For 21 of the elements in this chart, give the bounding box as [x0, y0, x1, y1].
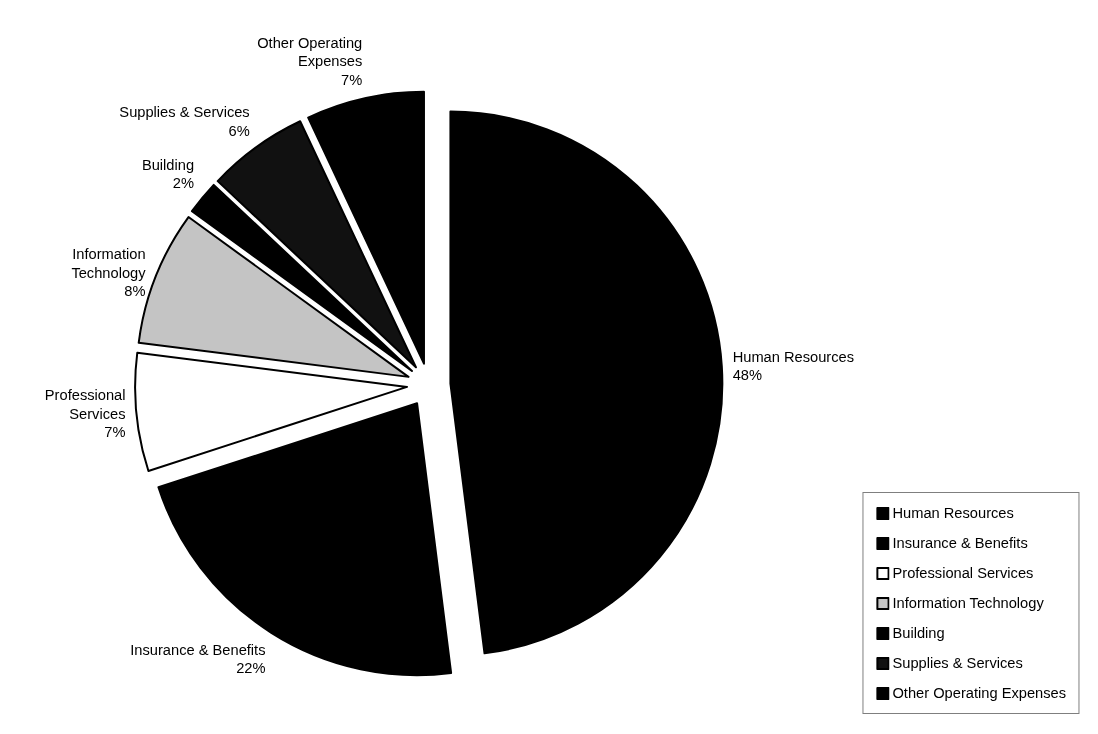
slice-label: Building [141, 156, 195, 173]
legend-label: Insurance & Benefits [892, 535, 1028, 551]
data-label: 6% [228, 122, 250, 139]
legend-label: Supplies & Services [892, 655, 1023, 671]
data-label: 48% [732, 366, 763, 383]
data-label: 8% [124, 283, 146, 300]
legend-label: Professional Services [892, 565, 1034, 581]
data-label: 7% [341, 71, 363, 88]
slice-label: Human Resources [732, 348, 855, 365]
legend-label: Other Operating Expenses [892, 685, 1066, 701]
data-label: 2% [172, 174, 195, 191]
slice-label: Insurance & Benefits [130, 641, 266, 658]
slice-label: Supplies & Services [119, 104, 250, 121]
legend-label: Human Resources [892, 505, 1014, 521]
slice-label: Other Operating Expenses [257, 35, 363, 70]
legend-label: Information Technology [892, 595, 1044, 611]
legend-label: Building [892, 625, 945, 641]
data-label: 22% [236, 660, 266, 677]
data-label: 7% [104, 423, 126, 440]
slice-label: Professional Services [44, 387, 126, 422]
slice-label: Information Technology [71, 246, 147, 281]
